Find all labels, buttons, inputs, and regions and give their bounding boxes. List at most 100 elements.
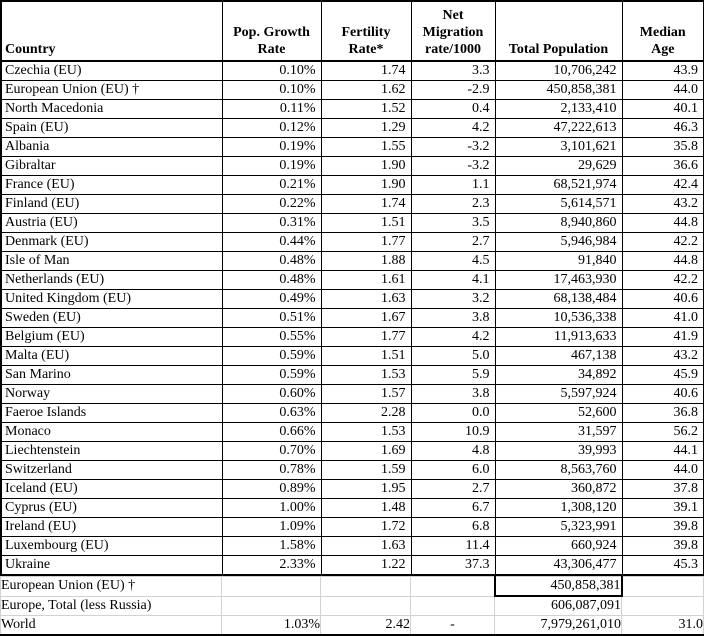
cell-total_population[interactable]: 10,706,242 [494, 60, 623, 81]
cell-pop_growth_rate[interactable]: 1.09% [221, 517, 322, 537]
cell-total_population[interactable]: 3,101,621 [494, 137, 623, 157]
cell-total_population[interactable]: 29,629 [494, 156, 623, 176]
column-header-net-migration[interactable]: Net Migration rate/1000 [410, 0, 496, 62]
cell-fertility_rate[interactable]: 1.62 [320, 80, 412, 100]
cell-total_population[interactable]: 1,308,120 [494, 498, 623, 518]
cell-country[interactable]: Iceland (EU) [0, 479, 223, 499]
cell-fertility_rate[interactable]: 2.28 [320, 403, 412, 423]
cell-country[interactable]: Switzerland [0, 460, 223, 480]
cell-pop_growth_rate[interactable]: 2.33% [221, 555, 322, 576]
cell-fertility_rate[interactable]: 1.61 [320, 270, 412, 290]
cell-total_population[interactable]: 47,222,613 [494, 118, 623, 138]
cell-median_age[interactable]: 44.0 [621, 80, 704, 100]
cell-country[interactable]: Finland (EU) [0, 194, 223, 214]
cell-median_age[interactable]: 43.9 [621, 60, 704, 81]
cell-fertility_rate[interactable]: 1.88 [320, 251, 412, 271]
cell-fertility_rate[interactable] [320, 595, 411, 616]
cell-country[interactable]: Czechia (EU) [0, 60, 223, 81]
cell-pop_growth_rate[interactable]: 0.19% [221, 156, 322, 176]
cell-pop_growth_rate[interactable]: 1.58% [221, 536, 322, 556]
cell-median_age[interactable]: 42.4 [621, 175, 704, 195]
cell-net_migration[interactable]: 0.0 [410, 403, 496, 423]
cell-net_migration[interactable]: 4.2 [410, 327, 496, 347]
column-header-country[interactable]: Country [0, 0, 223, 62]
cell-median_age[interactable]: 41.9 [621, 327, 704, 347]
cell-pop_growth_rate[interactable]: 0.59% [221, 365, 322, 385]
cell-pop_growth_rate[interactable]: 0.11% [221, 99, 322, 119]
cell-median_age[interactable]: 45.3 [621, 555, 704, 576]
cell-net_migration[interactable] [410, 576, 495, 597]
cell-country[interactable]: European Union (EU) † [0, 80, 223, 100]
cell-pop_growth_rate[interactable]: 0.60% [221, 384, 322, 404]
cell-pop_growth_rate[interactable]: 0.51% [221, 308, 322, 328]
cell-pop_growth_rate[interactable]: 0.10% [221, 80, 322, 100]
cell-net_migration[interactable] [410, 595, 495, 616]
cell-country[interactable]: Faeroe Islands [0, 403, 223, 423]
cell-pop_growth_rate[interactable]: 0.78% [221, 460, 322, 480]
cell-net_migration[interactable]: 5.0 [410, 346, 496, 366]
cell-total_population[interactable]: 5,946,984 [494, 232, 623, 252]
cell-pop_growth_rate[interactable]: 0.44% [221, 232, 322, 252]
cell-median_age[interactable]: 56.2 [621, 422, 704, 442]
cell-median_age[interactable]: 43.2 [621, 346, 704, 366]
cell-total_population[interactable]: 5,614,571 [494, 194, 623, 214]
cell-fertility_rate[interactable]: 1.90 [320, 175, 412, 195]
cell-pop_growth_rate[interactable]: 0.55% [221, 327, 322, 347]
cell-pop_growth_rate[interactable]: 0.22% [221, 194, 322, 214]
cell-median_age[interactable]: 40.6 [621, 289, 704, 309]
cell-median_age[interactable]: 31.0 [621, 615, 704, 636]
cell-net_migration[interactable]: 4.2 [410, 118, 496, 138]
cell-fertility_rate[interactable]: 1.95 [320, 479, 412, 499]
cell-country[interactable]: Gibraltar [0, 156, 223, 176]
cell-total_population[interactable]: 52,600 [494, 403, 623, 423]
cell-median_age[interactable]: 44.0 [621, 460, 704, 480]
cell-median_age[interactable]: 39.8 [621, 517, 704, 537]
cell-total_population[interactable]: 5,597,924 [494, 384, 623, 404]
cell-fertility_rate[interactable]: 1.74 [320, 60, 412, 81]
cell-net_migration[interactable]: 10.9 [410, 422, 496, 442]
cell-median_age[interactable]: 40.1 [621, 99, 704, 119]
cell-country[interactable]: Ukraine [0, 555, 223, 576]
cell-net_migration[interactable]: 5.9 [410, 365, 496, 385]
cell-median_age[interactable]: 37.8 [621, 479, 704, 499]
cell-country[interactable]: Austria (EU) [0, 213, 223, 233]
cell-median_age[interactable]: 44.8 [621, 251, 704, 271]
cell-total_population[interactable]: 467,138 [494, 346, 623, 366]
cell-pop_growth_rate[interactable]: 0.63% [221, 403, 322, 423]
column-header-total-population[interactable]: Total Population [494, 0, 623, 62]
cell-net_migration[interactable]: 37.3 [410, 555, 496, 576]
cell-country[interactable]: Netherlands (EU) [0, 270, 223, 290]
cell-fertility_rate[interactable]: 1.53 [320, 365, 412, 385]
cell-net_migration[interactable]: 4.1 [410, 270, 496, 290]
cell-total_population[interactable]: 39,993 [494, 441, 623, 461]
cell-total_population[interactable]: 606,087,091 [494, 595, 622, 616]
cell-fertility_rate[interactable]: 1.90 [320, 156, 412, 176]
cell-total_population[interactable]: 8,940,860 [494, 213, 623, 233]
cell-net_migration[interactable]: -3.2 [410, 156, 496, 176]
cell-median_age[interactable]: 36.6 [621, 156, 704, 176]
cell-net_migration[interactable]: 6.7 [410, 498, 496, 518]
cell-median_age[interactable]: 44.8 [621, 213, 704, 233]
cell-fertility_rate[interactable]: 1.48 [320, 498, 412, 518]
cell-net_migration[interactable]: -2.9 [410, 80, 496, 100]
cell-country[interactable]: Cyprus (EU) [0, 498, 223, 518]
cell-pop_growth_rate[interactable] [221, 576, 321, 597]
cell-net_migration[interactable]: 3.8 [410, 308, 496, 328]
cell-country[interactable]: France (EU) [0, 175, 223, 195]
cell-total_population[interactable]: 17,463,930 [494, 270, 623, 290]
cell-pop_growth_rate[interactable]: 0.48% [221, 251, 322, 271]
cell-pop_growth_rate[interactable]: 0.70% [221, 441, 322, 461]
cell-fertility_rate[interactable]: 1.77 [320, 327, 412, 347]
cell-net_migration[interactable]: 1.1 [410, 175, 496, 195]
cell-country[interactable]: Monaco [0, 422, 223, 442]
cell-country[interactable]: European Union (EU) † [0, 576, 222, 597]
cell-pop_growth_rate[interactable]: 1.00% [221, 498, 322, 518]
cell-fertility_rate[interactable]: 1.77 [320, 232, 412, 252]
cell-country[interactable]: North Macedonia [0, 99, 223, 119]
cell-country[interactable]: United Kingdom (EU) [0, 289, 223, 309]
cell-country[interactable]: Albania [0, 137, 223, 157]
cell-fertility_rate[interactable]: 1.74 [320, 194, 412, 214]
cell-median_age[interactable]: 39.8 [621, 536, 704, 556]
cell-country[interactable]: World [0, 615, 222, 636]
cell-total_population[interactable]: 68,138,484 [494, 289, 623, 309]
